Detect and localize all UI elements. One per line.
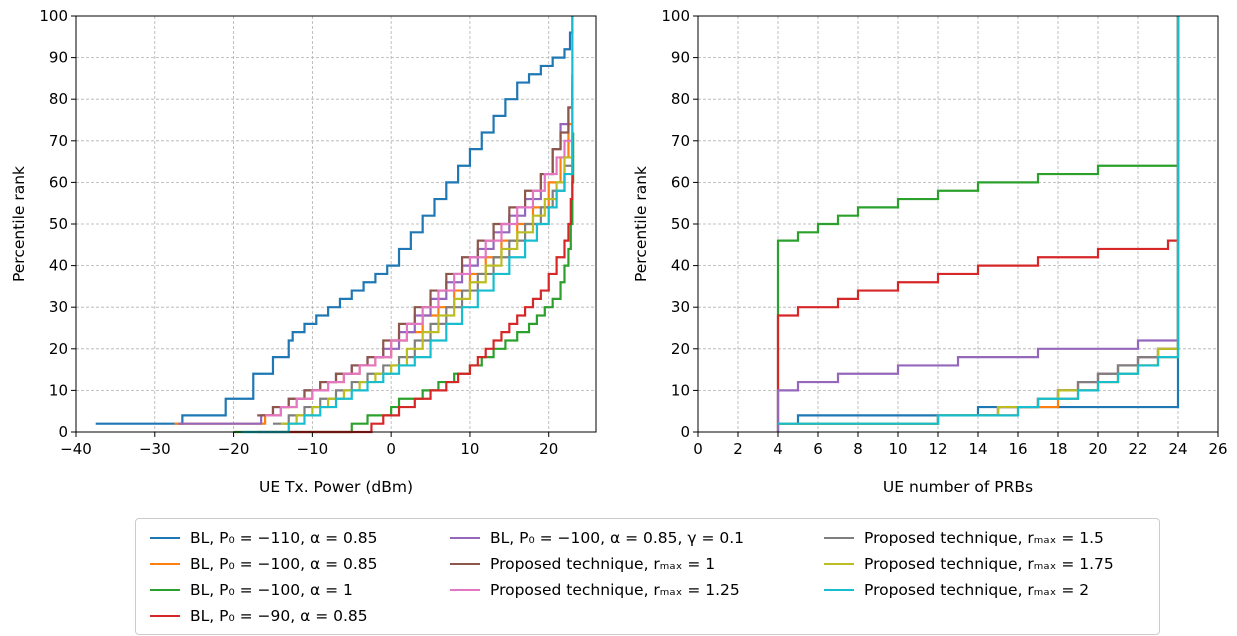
legend-item: BL, P₀ = −100, α = 0.85, γ = 0.1 [442,525,744,551]
x-tick-label: 16 [1008,440,1027,458]
legend-swatch [824,563,854,565]
x-tick-label: 20 [1088,440,1107,458]
legend-label: Proposed technique, rₘₐₓ = 1 [490,555,716,573]
legend-swatch [150,537,180,539]
y-tick-label: 80 [49,90,68,108]
y-tick-label: 80 [671,90,690,108]
series-line [280,132,574,425]
legend-swatch [150,615,180,617]
y-tick-label: 60 [671,173,690,191]
y-tick-label: 50 [671,215,690,233]
y-axis-label: Percentile rank [632,166,650,282]
y-tick-label: 20 [49,340,68,358]
legend-swatch [824,589,854,591]
x-tick-label: 8 [853,440,863,458]
x-tick-label: 18 [1048,440,1067,458]
legend-item: Proposed technique, rₘₐₓ = 1 [442,551,744,577]
legend-label: Proposed technique, rₘₐₓ = 1.5 [864,529,1104,547]
x-tick-label: 22 [1128,440,1147,458]
x-tick-label: −20 [218,440,250,458]
legend-label: BL, P₀ = −110, α = 0.85 [190,529,378,547]
y-tick-label: 50 [49,215,68,233]
legend-label: BL, P₀ = −90, α = 0.85 [190,607,368,625]
series-line [233,132,575,434]
y-tick-label: 10 [49,381,68,399]
x-tick-label: −40 [60,440,92,458]
x-tick-label: 14 [968,440,987,458]
y-tick-label: 20 [671,340,690,358]
series-line [272,140,574,425]
y-tick-label: 100 [661,7,690,25]
series-line [241,16,574,434]
x-tick-label: 2 [733,440,743,458]
legend-label: Proposed technique, rₘₐₓ = 1.75 [864,555,1114,573]
legend-item: BL, P₀ = −100, α = 0.85 [142,551,378,577]
figure-canvas: −40 −30 −20 −10 0 10 200102030405060708090100U… [10,7,1228,496]
x-tick-label: 26 [1208,440,1227,458]
x-tick-label: 20 [539,440,558,458]
y-tick-label: 90 [671,49,690,67]
legend-item: BL, P₀ = −90, α = 0.85 [142,603,378,629]
y-tick-label: 70 [671,132,690,150]
legend-swatch [450,563,480,565]
x-tick-label: 4 [773,440,783,458]
plot-panel-2: 0 2 4 6 8 10 12 14 16 18 20 22 24 2601020304050607080… [632,7,1228,496]
legend-column-1: BL, P₀ = −110, α = 0.85 BL, P₀ = −100, α… [142,525,378,629]
legend-label: Proposed technique, rₘₐₓ = 2 [864,581,1090,599]
series-line [178,82,574,425]
series-line [778,16,1180,425]
legend-label: BL, P₀ = −100, α = 0.85, γ = 0.1 [490,529,745,547]
x-tick-label: 10 [460,440,479,458]
x-tick-label: 0 [386,440,396,458]
y-axis-label: Percentile rank [10,166,28,282]
x-axis-label: UE Tx. Power (dBm) [259,478,413,496]
y-tick-label: 10 [671,381,690,399]
y-tick-label: 100 [39,7,68,25]
x-tick-label: 12 [928,440,947,458]
x-tick-label: 0 [693,440,703,458]
x-tick-label: 24 [1168,440,1187,458]
x-tick-label: 10 [888,440,907,458]
plot-panel-1: −40 −30 −20 −10 0 10 20 0 10 20 30 40 50 60 70 80 90 100 U… [10,7,597,496]
y-tick-label: 0 [680,423,690,441]
series-line [257,165,574,434]
legend: BL, P₀ = −110, α = 0.85 BL, P₀ = −100, α… [135,518,1160,635]
series-line [776,16,1180,432]
x-axis-label: UE number of PRBs [883,478,1033,496]
legend-label: BL, P₀ = −100, α = 0.85 [190,555,378,573]
y-tick-label: 60 [49,173,68,191]
y-tick-label: 40 [671,257,690,275]
y-tick-label: 40 [49,257,68,275]
legend-item: Proposed technique, rₘₐₓ = 1.25 [442,577,744,603]
y-tick-label: 30 [49,298,68,316]
series-line [95,16,574,425]
x-tick-label: −30 [139,440,171,458]
legend-swatch [450,589,480,591]
y-tick-label: 0 [58,423,68,441]
legend-swatch [150,563,180,565]
legend-label: BL, P₀ = −100, α = 1 [190,581,353,599]
x-tick-label: −10 [297,440,329,458]
legend-label: Proposed technique, rₘₐₓ = 1.25 [490,581,740,599]
legend-column-3: Proposed technique, rₘₐₓ = 1.5 Proposed … [816,525,1114,603]
x-tick-label: 6 [813,440,823,458]
series-line [265,124,574,417]
y-tick-label: 70 [49,132,68,150]
y-tick-label: 90 [49,49,68,67]
legend-swatch [150,589,180,591]
legend-swatch [450,537,480,539]
legend-item: Proposed technique, rₘₐₓ = 1.75 [816,551,1114,577]
legend-swatch [824,537,854,539]
legend-item: Proposed technique, rₘₐₓ = 1.5 [816,525,1114,551]
series-line [776,16,1180,432]
series-line [776,16,1180,432]
legend-item: Proposed technique, rₘₐₓ = 2 [816,577,1114,603]
legend-item: BL, P₀ = −110, α = 0.85 [142,525,378,551]
y-tick-label: 30 [671,298,690,316]
legend-item: BL, P₀ = −100, α = 1 [142,577,378,603]
legend-column-2: BL, P₀ = −100, α = 0.85, γ = 0.1 Propose… [442,525,744,603]
